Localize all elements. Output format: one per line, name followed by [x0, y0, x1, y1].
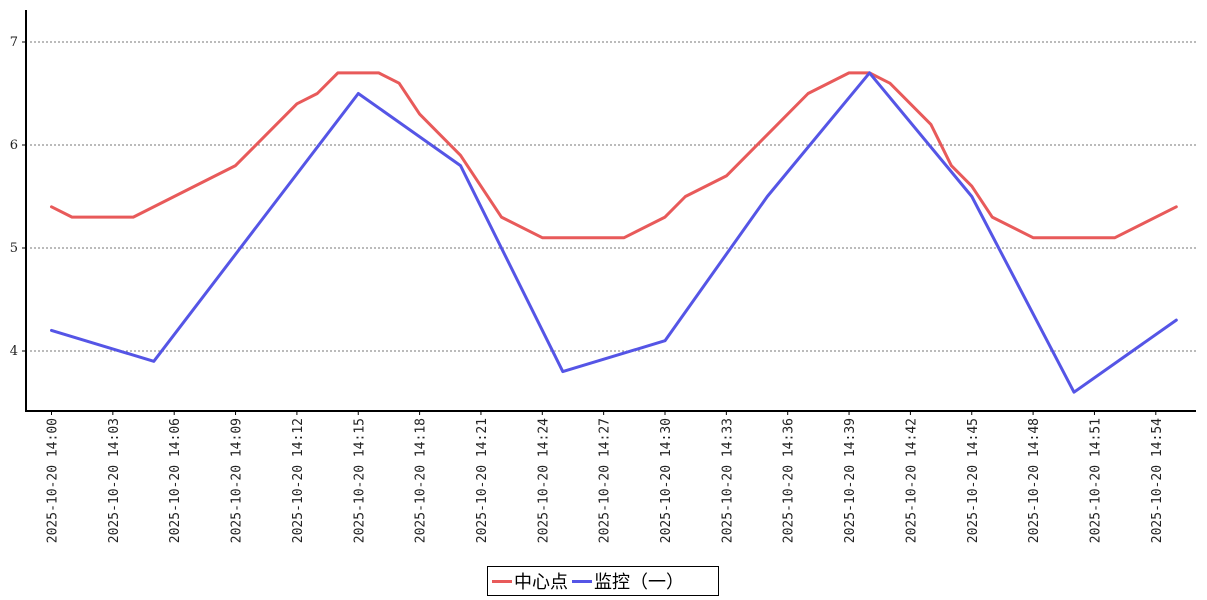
x-tick-label: 2025-10-20 14:00	[46, 418, 61, 543]
series-line-1	[50, 71, 1178, 240]
x-tick-label: 2025-10-20 14:45	[966, 418, 981, 543]
x-tick-label: 2025-10-20 14:27	[598, 418, 613, 543]
x-tick-label: 2025-10-20 14:12	[291, 418, 306, 543]
x-tick-label: 2025-10-20 14:15	[352, 418, 367, 543]
x-tick-label: 2025-10-20 14:36	[782, 418, 797, 543]
legend-label: 监控（一）	[594, 572, 684, 593]
x-tick-label: 2025-10-20 14:09	[230, 418, 245, 543]
x-tick-label: 2025-10-20 14:48	[1027, 418, 1042, 543]
legend: 中心点 监控（一）	[487, 566, 719, 596]
y-tick-label: 4	[10, 344, 18, 359]
series-lines	[50, 71, 1178, 394]
series-line-2	[50, 71, 1178, 394]
legend-swatch	[572, 579, 592, 583]
y-tick-labels: 4 5 6 7	[10, 35, 26, 359]
y-tick-label: 5	[10, 241, 18, 256]
x-tick-label: 2025-10-20 14:21	[475, 418, 490, 543]
x-tick-label: 2025-10-20 14:30	[659, 418, 674, 543]
x-tick-label: 2025-10-20 14:42	[904, 418, 919, 543]
y-tick-label: 7	[10, 35, 18, 50]
gridlines	[30, 41, 1196, 352]
x-tick-label: 2025-10-20 14:06	[168, 418, 183, 543]
x-tick-label: 2025-10-20 14:18	[414, 418, 429, 543]
legend-item-2: 监控（一）	[572, 568, 684, 594]
x-tick-label: 2025-10-20 14:03	[107, 418, 122, 543]
legend-item-1: 中心点	[492, 568, 568, 594]
x-tick-label: 2025-10-20 14:24	[536, 418, 551, 543]
x-tick-labels: 2025-10-20 14:00 2025-10-20 14:03 2025-10-…	[46, 411, 1165, 543]
legend-swatch	[492, 579, 512, 583]
x-tick-label: 2025-10-20 14:54	[1150, 418, 1165, 543]
x-tick-label: 2025-10-20 14:51	[1088, 418, 1103, 543]
y-tick-label: 6	[10, 138, 18, 153]
x-tick-label: 2025-10-20 14:39	[843, 418, 858, 543]
legend-label: 中心点	[514, 572, 568, 593]
x-tick-label: 2025-10-20 14:33	[720, 418, 735, 543]
